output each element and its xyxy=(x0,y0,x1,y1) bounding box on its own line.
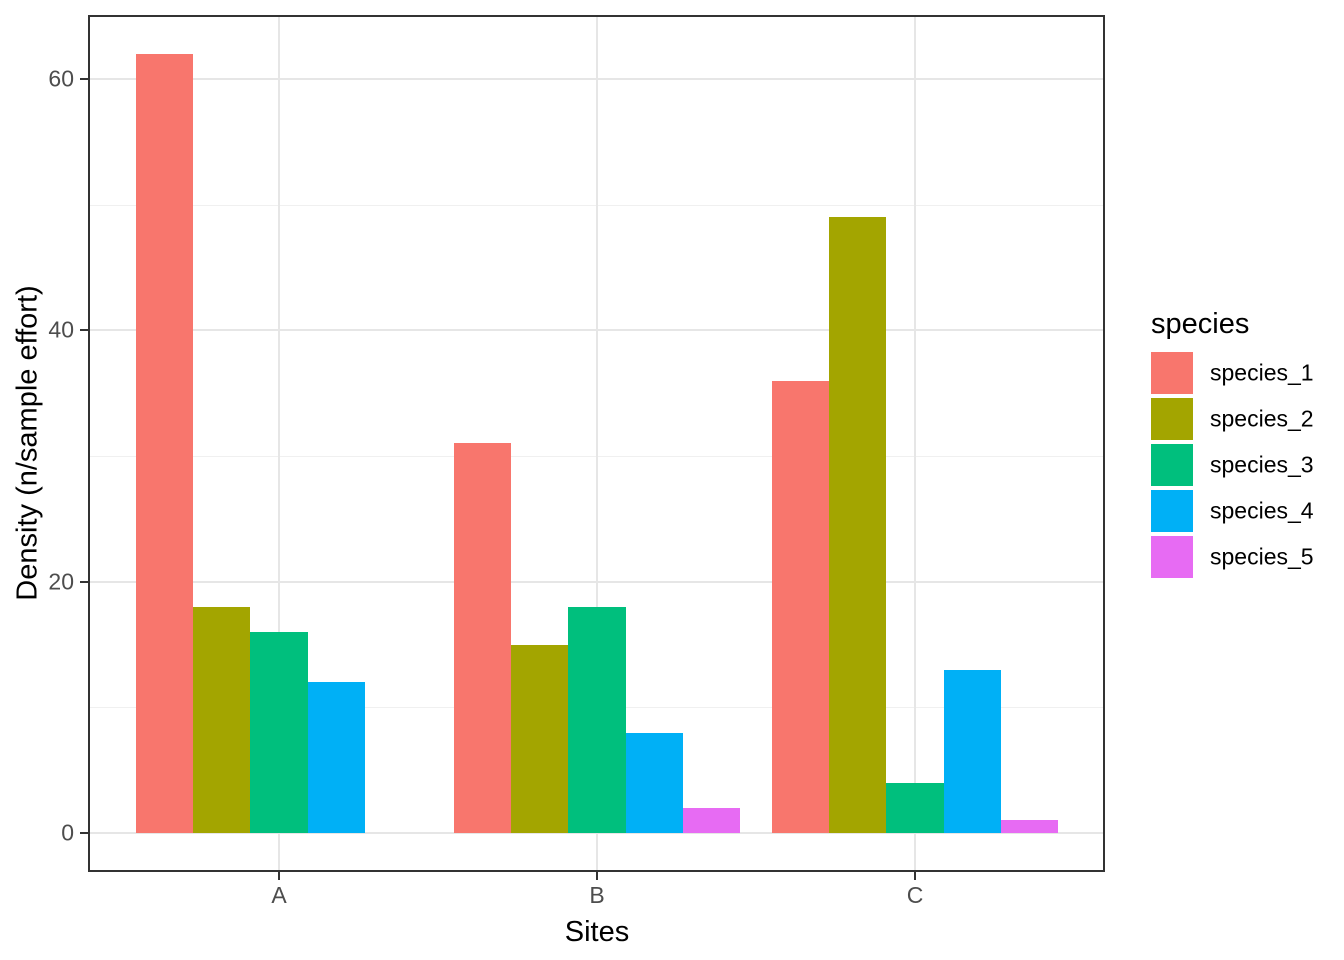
y-tick-label-0: 0 xyxy=(61,819,74,846)
y-tick-label-40: 40 xyxy=(48,316,74,343)
legend-key-species_1 xyxy=(1151,352,1193,394)
legend-label-species_5: species_5 xyxy=(1210,543,1314,570)
x-tick-mark-A xyxy=(278,872,280,880)
y-axis-title: Density (n/sample effort) xyxy=(11,285,44,601)
bar-species_3-site-A xyxy=(250,631,308,833)
bar-species_2-site-A xyxy=(193,606,251,833)
legend-key-species_5 xyxy=(1151,536,1193,578)
bar-species_5-site-B xyxy=(682,807,741,833)
bar-species_1-site-A xyxy=(135,53,194,833)
x-tick-label-C: C xyxy=(906,882,924,908)
x-tick-label-A: A xyxy=(271,882,287,908)
gridline-major-x-B xyxy=(596,15,598,872)
y-tick-mark-40 xyxy=(80,329,88,332)
y-tick-mark-0 xyxy=(80,832,88,834)
legend-label-species_2: species_2 xyxy=(1210,405,1314,432)
plot-panel xyxy=(88,15,1105,872)
x-tick-mark-B xyxy=(596,872,598,880)
bar-species_3-site-C xyxy=(886,782,944,833)
gridline-major-x-C xyxy=(914,15,916,872)
bar-species_1-site-C xyxy=(771,380,830,833)
bar-species_4-site-A xyxy=(307,682,365,833)
legend-label-species_4: species_4 xyxy=(1210,497,1314,524)
y-tick-label-60: 60 xyxy=(48,65,74,92)
legend-key-species_2 xyxy=(1151,398,1193,440)
bar-species_4-site-B xyxy=(625,732,683,833)
legend-key-species_4 xyxy=(1151,490,1193,532)
legend-title: species xyxy=(1151,308,1250,340)
y-tick-label-20: 20 xyxy=(48,568,74,595)
bar-species_3-site-B xyxy=(568,606,626,833)
bar-species_2-site-B xyxy=(511,644,569,833)
legend-label-species_3: species_3 xyxy=(1210,451,1314,478)
x-axis-title: Sites xyxy=(564,916,630,948)
gridline-major-x-A xyxy=(278,15,280,872)
legend-key-species_3 xyxy=(1151,444,1193,486)
bar-species_2-site-C xyxy=(829,217,887,833)
y-tick-mark-20 xyxy=(80,580,88,583)
legend-label-species_1: species_1 xyxy=(1210,359,1314,386)
y-tick-mark-60 xyxy=(80,78,88,80)
bar-species_5-site-C xyxy=(1000,820,1059,833)
x-tick-label-B: B xyxy=(589,882,605,908)
bar-species_1-site-B xyxy=(453,443,512,833)
bar-species_4-site-C xyxy=(943,669,1001,833)
x-tick-mark-C xyxy=(914,872,916,880)
